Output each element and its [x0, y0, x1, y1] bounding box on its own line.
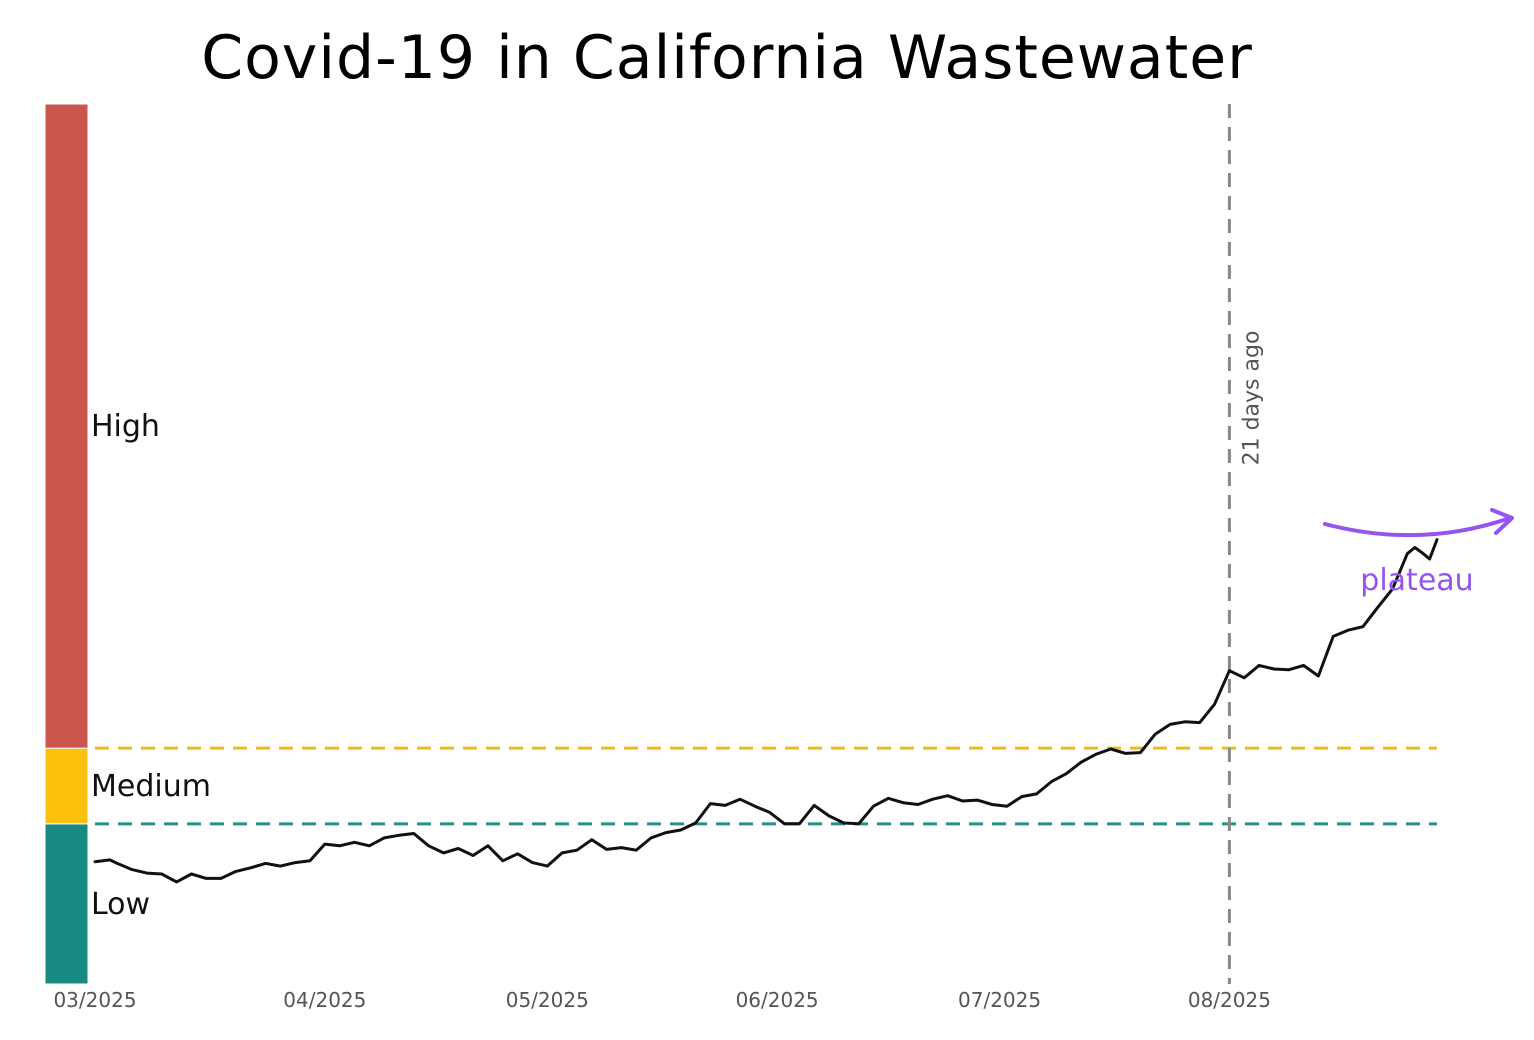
x-tick-label: 03/2025 — [53, 988, 136, 1012]
x-axis-ticks: 03/2025 04/2025 05/2025 06/2025 07/2025 08/20… — [53, 988, 1270, 1012]
annotation-arrow — [1323, 516, 1512, 538]
x-tick-label: 06/2025 — [736, 988, 819, 1012]
chart-title: Covid-19 in California Wastewater — [201, 23, 1253, 93]
x-tick-label: 07/2025 — [958, 988, 1041, 1012]
x-tick-label: 05/2025 — [506, 988, 589, 1012]
band-low — [44, 823, 89, 985]
threshold-lines — [95, 746, 1437, 826]
band-label-medium: Medium — [91, 769, 211, 804]
band-high — [44, 103, 89, 749]
annotation-label: plateau — [1360, 563, 1473, 598]
vertical-marker-label: 21 days ago — [1239, 331, 1264, 466]
annotation: plateau — [1323, 508, 1514, 598]
band-medium — [44, 747, 89, 825]
x-tick-label: 04/2025 — [283, 988, 366, 1012]
series-line-1 — [93, 538, 1439, 884]
annotation-arrowhead — [1490, 508, 1514, 535]
vertical-marker: 21 days ago — [1227, 104, 1264, 984]
band-label-high: High — [91, 409, 160, 444]
severity-bands: Low Medium High — [44, 103, 211, 985]
band-label-low: Low — [91, 887, 150, 922]
series-layer — [93, 538, 1439, 884]
x-tick-label: 08/2025 — [1188, 988, 1271, 1012]
